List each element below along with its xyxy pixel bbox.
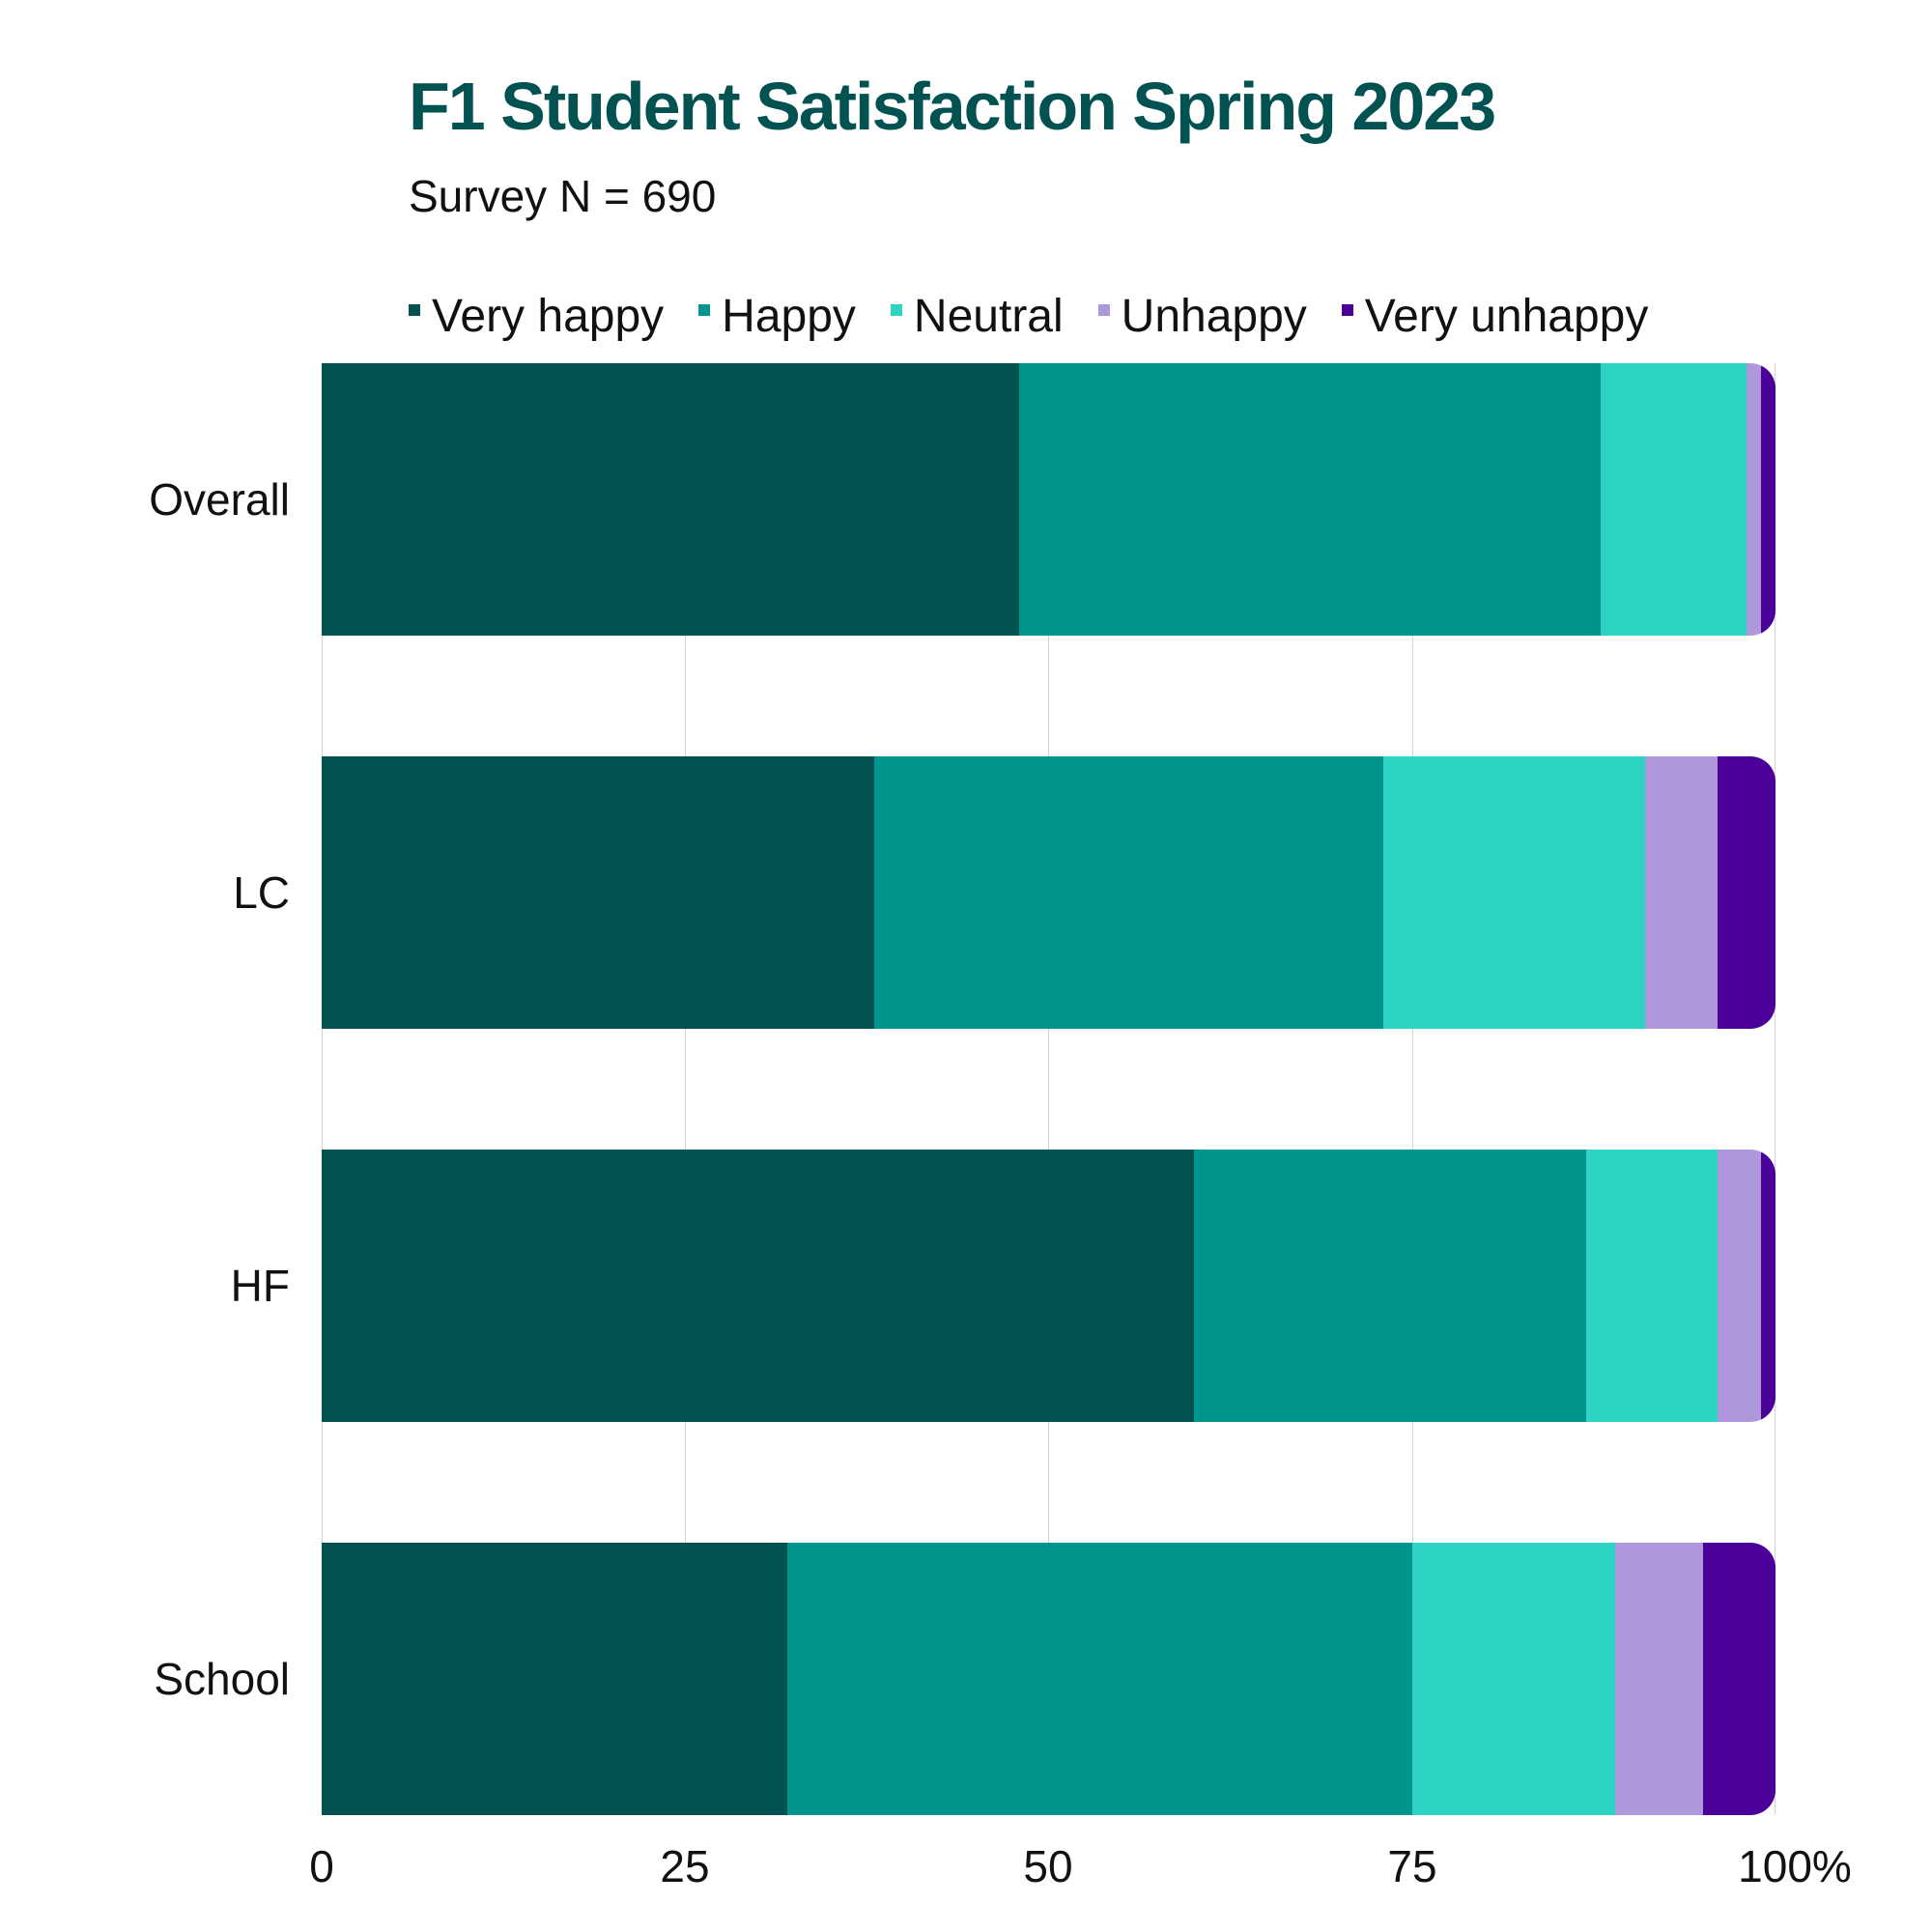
bar-segment-neutral — [1411, 1543, 1616, 1815]
bar-hf — [322, 1150, 1776, 1422]
bar-segment-neutral — [1586, 1150, 1718, 1422]
bar-segment-very-unhappy — [1702, 1543, 1776, 1815]
x-tick-75: 75 — [1387, 1841, 1437, 1891]
legend-item-unhappy: Unhappy — [1097, 290, 1307, 343]
bar-segment-happy — [786, 1543, 1412, 1815]
legend-swatch-icon — [1341, 303, 1353, 316]
gridline-100 — [1775, 363, 1776, 1814]
bar-segment-very-happy — [322, 1150, 1194, 1422]
x-tick-100: 100% — [1738, 1841, 1852, 1891]
x-tick-50: 50 — [1023, 1841, 1073, 1891]
chart-subtitle: Survey N = 690 — [409, 171, 717, 221]
bar-segment-unhappy — [1644, 756, 1718, 1029]
legend-swatch-icon — [698, 303, 711, 316]
chart-title: F1 Student Satisfaction Spring 2023 — [409, 69, 1496, 144]
legend-label: Happy — [722, 291, 856, 342]
legend-swatch-icon — [409, 303, 420, 316]
legend-label: Neutral — [913, 291, 1064, 342]
bar-segment-very-unhappy — [1760, 363, 1776, 636]
x-tick-0: 0 — [309, 1841, 334, 1891]
bar-segment-neutral — [1382, 756, 1645, 1029]
bar-segment-unhappy — [1746, 363, 1761, 636]
legend-label: Very unhappy — [1364, 291, 1649, 342]
x-tick-25: 25 — [660, 1841, 710, 1891]
bar-segment-very-unhappy — [1760, 1150, 1776, 1422]
legend-label: Very happy — [432, 291, 665, 342]
legend-item-happy: Happy — [698, 290, 856, 343]
y-label-lc: LC — [233, 867, 290, 918]
y-label-hf: HF — [230, 1261, 290, 1311]
legend-label: Unhappy — [1121, 291, 1307, 342]
bar-segment-unhappy — [1717, 1150, 1761, 1422]
plot-area — [322, 363, 1776, 1815]
bar-segment-very-happy — [322, 363, 1020, 636]
bar-segment-happy — [1194, 1150, 1587, 1422]
bar-overall — [322, 363, 1776, 636]
legend-swatch-icon — [890, 303, 902, 316]
bar-segment-happy — [1019, 363, 1602, 636]
legend-item-neutral: Neutral — [890, 290, 1064, 343]
bar-school — [322, 1543, 1776, 1815]
y-label-school: School — [154, 1654, 290, 1704]
legend: Very happy Happy Neutral Unhappy Very unhapp… — [409, 290, 1648, 343]
legend-swatch-icon — [1097, 303, 1110, 316]
bar-segment-very-unhappy — [1717, 756, 1776, 1029]
legend-item-very-happy: Very happy — [409, 290, 664, 343]
bar-segment-neutral — [1601, 363, 1747, 636]
gridline-25 — [685, 363, 686, 1814]
gridline-0 — [322, 363, 323, 1814]
bar-segment-happy — [873, 756, 1383, 1029]
y-label-overall: Overall — [149, 474, 290, 525]
bar-segment-very-happy — [322, 1543, 787, 1815]
gridline-50 — [1048, 363, 1049, 1814]
bar-segment-very-happy — [322, 756, 874, 1029]
legend-item-very-unhappy: Very unhappy — [1341, 290, 1649, 343]
bar-lc — [322, 756, 1776, 1029]
gridline-75 — [1412, 363, 1413, 1814]
bar-segment-unhappy — [1615, 1543, 1703, 1815]
